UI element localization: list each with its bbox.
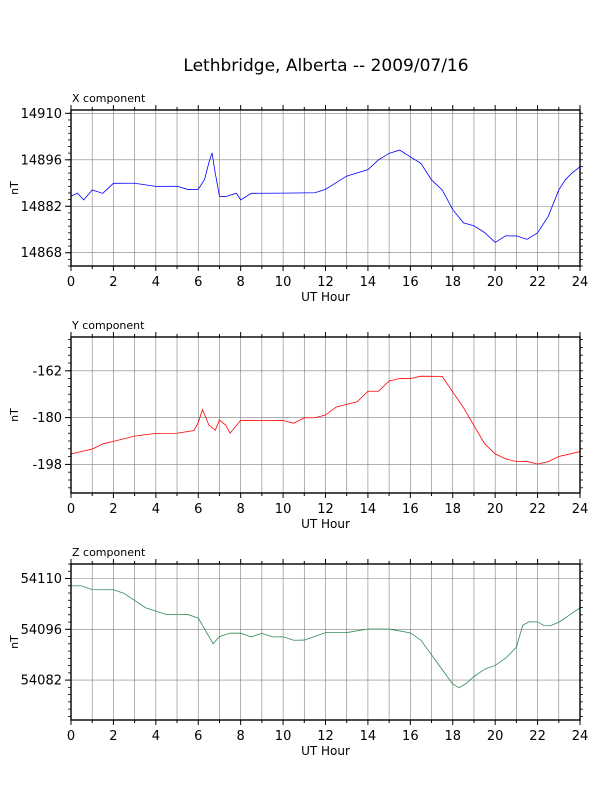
y-tick-label: -162 (32, 364, 62, 379)
x-tick-label: 22 (529, 729, 546, 744)
page-title: Lethbridge, Alberta -- 2009/07/16 (183, 56, 469, 76)
x-tick-label: 2 (109, 502, 117, 517)
x-tick-label: 16 (402, 729, 419, 744)
x-tick-label: 4 (152, 502, 160, 517)
x-tick-label: 14 (360, 729, 377, 744)
y-tick-label: -198 (32, 458, 62, 473)
x-tick-label: 16 (402, 502, 419, 517)
x-tick-label: 8 (237, 502, 245, 517)
x-tick-label: 10 (275, 275, 292, 290)
x-tick-label: 20 (487, 729, 504, 744)
x-axis-label: UT Hour (301, 517, 350, 531)
series-line-z (70, 585, 581, 689)
x-tick-label: 0 (67, 502, 75, 517)
x-tick-label: 8 (237, 729, 245, 744)
y-tick-label: 14868 (21, 246, 62, 261)
x-tick-label: 6 (194, 502, 202, 517)
x-tick-label: 6 (194, 275, 202, 290)
x-axis-label: UT Hour (301, 744, 350, 758)
x-tick-label: 24 (572, 502, 589, 517)
x-tick-label: 10 (275, 729, 292, 744)
y-tick-label: 54082 (21, 674, 62, 689)
x-tick-label: 18 (444, 502, 461, 517)
x-tick-label: 0 (67, 729, 75, 744)
x-tick-label: 20 (487, 502, 504, 517)
x-tick-label: 14 (360, 275, 377, 290)
y-tick-label: 54096 (21, 623, 62, 638)
y-tick-label: 54110 (21, 572, 62, 587)
panel-title: Y component (71, 319, 145, 332)
x-tick-label: 24 (572, 729, 589, 744)
x-tick-label: 2 (109, 729, 117, 744)
x-tick-label: 20 (487, 275, 504, 290)
x-tick-label: 10 (275, 502, 292, 517)
y-tick-label: 14896 (21, 153, 62, 168)
x-tick-label: 2 (109, 275, 117, 290)
panel-title: Z component (72, 546, 146, 559)
x-tick-label: 18 (444, 275, 461, 290)
x-tick-label: 12 (317, 502, 334, 517)
x-tick-label: 18 (444, 729, 461, 744)
x-tick-label: 12 (317, 275, 334, 290)
x-tick-label: 6 (194, 729, 202, 744)
y-axis-label: nT (8, 635, 21, 649)
y-tick-label: 14882 (21, 200, 62, 215)
x-tick-label: 24 (572, 275, 589, 290)
x-tick-label: 16 (402, 275, 419, 290)
x-tick-label: 14 (360, 502, 377, 517)
y-axis-label: nT (8, 408, 21, 422)
series-line-x (70, 149, 581, 243)
series-line-y (70, 375, 581, 465)
x-tick-label: 12 (317, 729, 334, 744)
x-tick-label: 0 (67, 275, 75, 290)
x-tick-label: 8 (237, 275, 245, 290)
y-tick-label: 14910 (21, 107, 62, 122)
panel-x-component: 0 2 4 6 8 10 12 14 16 18 20 22 241486814882148961491… (8, 92, 588, 304)
x-tick-label: 22 (529, 275, 546, 290)
y-tick-label: -180 (32, 411, 62, 426)
panel-title: X component (72, 92, 146, 105)
x-tick-label: 22 (529, 502, 546, 517)
x-tick-label: 4 (152, 275, 160, 290)
x-tick-label: 4 (152, 729, 160, 744)
y-axis-label: nT (8, 181, 21, 195)
x-axis-label: UT Hour (301, 290, 350, 304)
